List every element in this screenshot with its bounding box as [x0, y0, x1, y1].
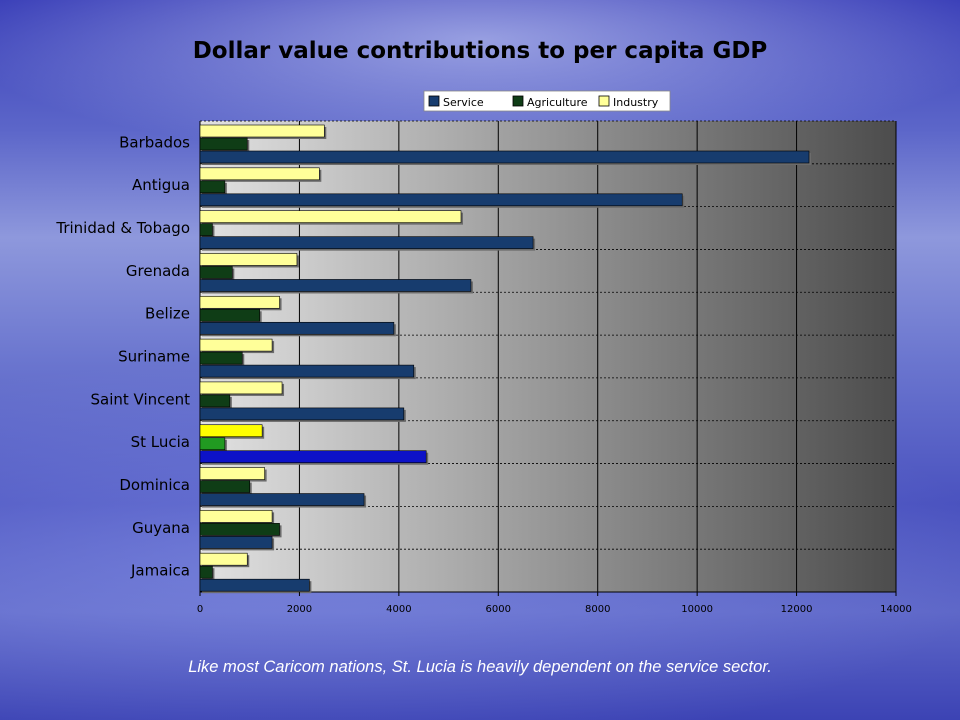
- bar-service-guyana: [199, 536, 273, 549]
- legend-swatch-industry: [598, 95, 610, 107]
- bar-agriculture-guyana: [199, 523, 280, 536]
- category-label: Belize: [145, 305, 190, 323]
- bar-service-barbados: [199, 150, 810, 164]
- bar-industry-guyana: [199, 510, 273, 523]
- bar-agriculture-jamaica: [199, 565, 213, 579]
- bar-service-trinidad-tobago: [199, 236, 534, 249]
- legend-swatch-service: [428, 95, 440, 107]
- x-tick-label: 10000: [681, 604, 713, 615]
- x-tick-label: 12000: [781, 604, 813, 615]
- bar-industry-trinidad-tobago: [199, 210, 462, 223]
- bar-agriculture-saint-vincent: [199, 394, 231, 408]
- bar-service-jamaica: [199, 578, 310, 592]
- bar-service-belize: [199, 321, 395, 335]
- bar-agriculture-st-lucia: [199, 437, 226, 451]
- bar-service-grenada: [199, 279, 472, 292]
- x-tick-label: 4000: [386, 604, 411, 615]
- x-tick-label: 2000: [287, 604, 312, 615]
- bar-industry-barbados: [199, 124, 325, 138]
- caption: Like most Caricom nations, St. Lucia is …: [188, 658, 772, 676]
- category-label: Barbados: [119, 133, 190, 151]
- bar-service-antigua: [199, 193, 683, 207]
- x-tick-label: 0: [197, 604, 203, 615]
- legend-label-industry: Industry: [613, 96, 659, 109]
- bar-industry-antigua: [199, 167, 320, 181]
- legend: Service Agriculture Industry: [423, 90, 671, 112]
- category-label: St Lucia: [131, 433, 190, 451]
- bar-agriculture-grenada: [199, 266, 233, 279]
- x-tick-label: 6000: [486, 604, 511, 615]
- bar-agriculture-barbados: [199, 137, 248, 151]
- bar-service-dominica: [199, 493, 365, 506]
- bar-service-suriname: [199, 364, 415, 378]
- bar-industry-st-lucia: [199, 424, 263, 438]
- bar-industry-grenada: [199, 253, 298, 266]
- bar-agriculture-antigua: [199, 180, 226, 194]
- bar-agriculture-trinidad-tobago: [199, 223, 213, 236]
- bar-agriculture-suriname: [199, 351, 243, 365]
- category-label: Trinidad & Tobago: [55, 219, 190, 237]
- legend-label-agriculture: Agriculture: [527, 96, 588, 109]
- bar-industry-belize: [199, 295, 280, 309]
- category-label: Jamaica: [130, 562, 190, 580]
- bar-industry-jamaica: [199, 552, 248, 566]
- x-tick-label: 8000: [585, 604, 610, 615]
- category-label: Guyana: [132, 519, 190, 537]
- category-label: Antigua: [132, 176, 190, 194]
- bar-service-saint-vincent: [199, 407, 405, 421]
- legend-swatch-agriculture: [512, 95, 524, 107]
- chart-title: Dollar value contributions to per capita…: [192, 38, 768, 64]
- category-label: Saint Vincent: [90, 390, 190, 408]
- category-label: Suriname: [118, 348, 190, 366]
- plot-area: [200, 121, 896, 592]
- bar-industry-suriname: [199, 338, 273, 352]
- category-label: Dominica: [119, 476, 190, 494]
- bar-agriculture-belize: [199, 308, 260, 322]
- bar-agriculture-dominica: [199, 480, 251, 493]
- bar-industry-saint-vincent: [199, 381, 283, 395]
- x-tick-label: 14000: [880, 604, 912, 615]
- bar-industry-dominica: [199, 467, 265, 480]
- bar-service-st-lucia: [199, 450, 427, 464]
- category-label: Grenada: [126, 262, 190, 280]
- legend-label-service: Service: [443, 96, 484, 109]
